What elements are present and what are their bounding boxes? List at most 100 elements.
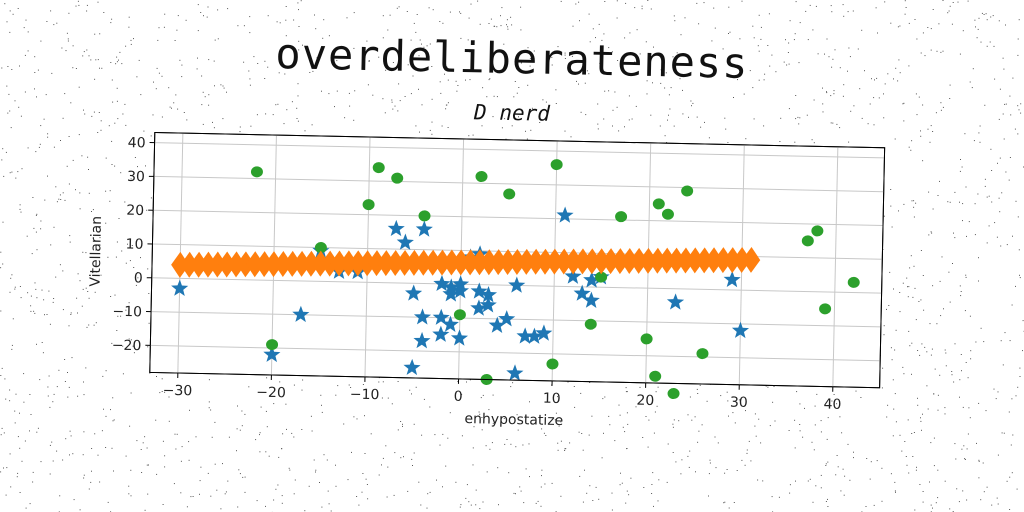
- diamond-point: [377, 250, 396, 277]
- noise-dot: [445, 108, 447, 110]
- noise-dot: [328, 35, 330, 37]
- noise-dot: [966, 499, 968, 501]
- noise-dot: [949, 508, 951, 510]
- star-point: [583, 271, 601, 288]
- star-point: [731, 321, 750, 339]
- noise-dot: [948, 10, 950, 12]
- diamond-point: [395, 249, 414, 276]
- noise-dot: [909, 267, 911, 269]
- y-tick-label: −20: [112, 338, 142, 355]
- noise-dot: [886, 308, 887, 310]
- noise-dot: [83, 381, 84, 383]
- noise-dot: [911, 200, 913, 202]
- noise-dot: [59, 264, 61, 266]
- noise-dot: [903, 120, 905, 122]
- noise-dot: [574, 406, 576, 408]
- noise-dot: [67, 40, 69, 42]
- noise-dot: [32, 481, 34, 483]
- noise-dot: [804, 407, 805, 409]
- noise-dot: [715, 467, 717, 469]
- noise-dot: [491, 442, 493, 444]
- noise-dot: [88, 324, 90, 326]
- noise-dot: [1009, 476, 1011, 478]
- noise-dot: [110, 22, 112, 24]
- noise-dot: [162, 504, 164, 505]
- noise-dot: [551, 64, 553, 66]
- noise-dot: [0, 375, 2, 376]
- noise-dot: [592, 28, 594, 30]
- noise-dot: [914, 19, 916, 20]
- noise-dot: [47, 175, 48, 177]
- noise-dot: [654, 411, 656, 413]
- noise-dot: [1005, 103, 1007, 105]
- noise-dot: [1017, 133, 1019, 135]
- noise-dot: [510, 16, 512, 18]
- noise-dot: [871, 78, 872, 80]
- diamond-point: [189, 251, 208, 278]
- noise-dot: [936, 50, 938, 52]
- noise-dot: [657, 500, 659, 502]
- noise-dot: [434, 434, 436, 436]
- noise-dot: [783, 61, 785, 63]
- noise-dot: [927, 27, 929, 28]
- noise-dot: [105, 222, 107, 224]
- noise-dot: [0, 434, 2, 436]
- noise-dot: [920, 130, 921, 132]
- noise-dot: [966, 235, 967, 237]
- noise-dot: [19, 204, 21, 206]
- noise-dot: [279, 381, 281, 383]
- noise-dot: [696, 116, 698, 118]
- noise-dot: [386, 496, 388, 498]
- noise-dot: [506, 19, 508, 21]
- noise-dot: [460, 504, 462, 506]
- noise-dot: [929, 141, 931, 143]
- noise-dot: [612, 109, 614, 111]
- noise-dot: [3, 432, 5, 434]
- noise-dot: [611, 492, 613, 494]
- noise-dot: [197, 30, 199, 32]
- noise-dot: [748, 440, 750, 442]
- noise-dot: [436, 479, 437, 481]
- noise-dot: [456, 90, 458, 92]
- noise-dot: [15, 393, 17, 395]
- noise-dot: [265, 113, 267, 115]
- noise-dot: [249, 16, 251, 18]
- diamond-point: [564, 248, 583, 275]
- noise-dot: [978, 132, 980, 134]
- noise-dot: [84, 113, 86, 115]
- noise-dot: [21, 168, 23, 170]
- noise-dot: [180, 460, 182, 462]
- noise-dot: [125, 309, 127, 311]
- noise-dot: [942, 50, 944, 52]
- noise-dot: [898, 210, 899, 212]
- noise-dot: [19, 412, 20, 414]
- noise-dot: [226, 91, 227, 93]
- noise-dot: [620, 472, 621, 474]
- noise-dot: [23, 401, 25, 403]
- noise-dot: [358, 504, 360, 506]
- noise-dot: [186, 506, 188, 508]
- noise-dot: [100, 129, 102, 131]
- noise-dot: [881, 500, 883, 502]
- noise-dot: [199, 480, 201, 482]
- noise-dot: [895, 329, 897, 331]
- noise-dot: [842, 468, 844, 470]
- noise-dot: [210, 495, 212, 497]
- noise-dot: [282, 433, 284, 435]
- diamond-point: [695, 247, 714, 274]
- noise-dot: [537, 500, 539, 502]
- noise-dot: [745, 138, 747, 140]
- noise-dot: [1, 159, 3, 161]
- noise-dot: [520, 490, 522, 492]
- noise-dot: [382, 98, 384, 100]
- circle-point: [550, 159, 563, 171]
- noise-dot: [515, 446, 517, 448]
- noise-dot: [60, 140, 61, 141]
- noise-dot: [48, 375, 50, 377]
- noise-dot: [708, 495, 709, 497]
- noise-dot: [501, 127, 503, 129]
- noise-dot: [90, 481, 92, 483]
- noise-dot: [23, 27, 25, 29]
- noise-dot: [906, 277, 908, 279]
